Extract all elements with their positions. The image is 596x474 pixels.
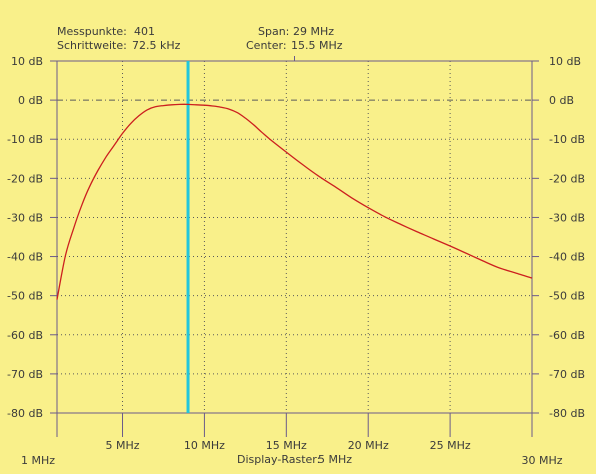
y-tick-label-left: -30 dB	[7, 211, 43, 224]
step-label: Schrittweite:	[57, 39, 127, 52]
y-tick-label-left: 10 dB	[11, 55, 43, 68]
raster-value: 5 MHz	[318, 453, 353, 466]
y-tick-label-left: -80 dB	[7, 407, 43, 420]
y-tick-label-right: -80 dB	[549, 407, 585, 420]
x-tick-label: 20 MHz	[348, 439, 389, 452]
step-value: 72.5 kHz	[132, 39, 181, 52]
points-value: 401	[134, 25, 155, 38]
plot-frame	[56, 60, 533, 414]
span-value: 29 MHz	[293, 25, 335, 38]
y-tick-label-left: -20 dB	[7, 172, 43, 185]
x-tick-label: 15 MHz	[266, 439, 307, 452]
y-tick-label-right: 0 dB	[549, 94, 574, 107]
x-tick-label: 30 MHz	[521, 454, 562, 467]
response-trace	[56, 103, 533, 300]
points-label: Messpunkte:	[57, 25, 127, 38]
y-tick-label-left: -70 dB	[7, 368, 43, 381]
x-tick-label: 1 MHz	[21, 454, 55, 467]
y-tick-label-right: -40 dB	[549, 251, 585, 264]
y-tick-label-right: -70 dB	[549, 368, 585, 381]
y-tick-label-right: -30 dB	[549, 211, 585, 224]
y-tick-label-left: -40 dB	[7, 251, 43, 264]
span-label: Span:	[258, 25, 290, 38]
y-tick-label-right: -20 dB	[549, 172, 585, 185]
center-label: Center:	[246, 39, 287, 52]
y-tick-label-left: 0 dB	[18, 94, 43, 107]
x-tick-label: 10 MHz	[184, 439, 225, 452]
y-tick-label-left: -10 dB	[7, 133, 43, 146]
y-tick-label-left: -60 dB	[7, 329, 43, 342]
y-tick-label-left: -50 dB	[7, 290, 43, 303]
y-tick-label-right: -60 dB	[549, 329, 585, 342]
y-tick-label-right: -50 dB	[549, 290, 585, 303]
raster-label: Display-Raster:	[237, 453, 321, 466]
x-tick-label: 25 MHz	[430, 439, 471, 452]
y-tick-label-right: 10 dB	[549, 55, 581, 68]
y-tick-label-right: -10 dB	[549, 133, 585, 146]
x-tick-label: 5 MHz	[106, 439, 140, 452]
center-value: 15.5 MHz	[291, 39, 343, 52]
